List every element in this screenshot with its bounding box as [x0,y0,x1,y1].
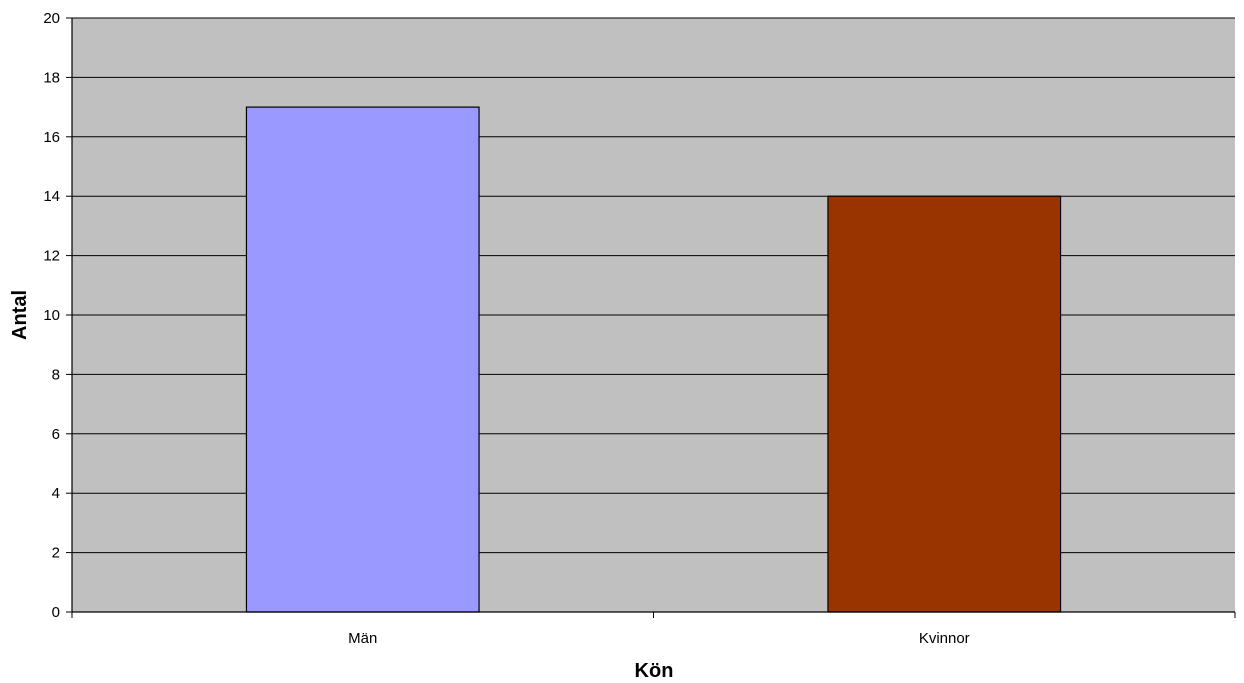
y-tick-label: 12 [43,248,60,265]
x-tick-label: Kvinnor [919,630,970,647]
bars [245,106,1062,613]
bar-1 [245,106,480,613]
y-tick-label: 0 [52,604,60,621]
x-tick-label: Män [348,630,377,647]
bar-2 [827,195,1062,613]
y-tick-label: 2 [52,545,60,562]
y-tick-label: 4 [52,485,60,502]
y-tick-label: 16 [43,129,60,146]
y-tick-label: 20 [43,10,60,27]
axes [66,17,1236,618]
y-axis-title: Antal [9,290,31,340]
y-tick-label: 10 [43,307,60,324]
x-tick-labels: Män Kvinnor [348,630,970,647]
y-tick-label: 6 [52,426,60,443]
y-tick-label: 14 [43,188,60,205]
y-tick-label: 18 [43,69,60,86]
y-tick-label: 8 [52,366,60,383]
y-tick-labels: 0 2 4 6 8 10 12 14 16 18 20 [43,10,60,621]
x-axis-title: Kön [635,660,674,682]
